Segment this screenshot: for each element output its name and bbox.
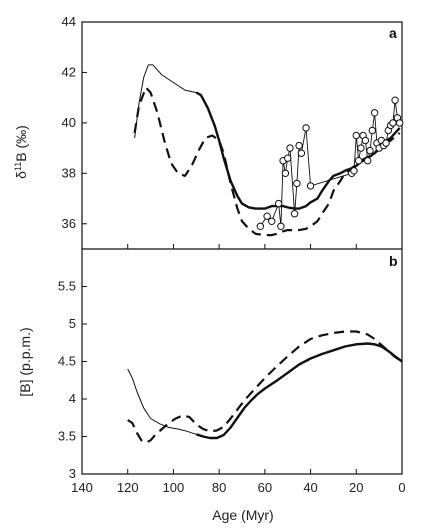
panel-b-dashed-line — [127, 330, 403, 444]
panel-a-data-point — [286, 144, 294, 152]
panel-a-solid-line-thin — [134, 64, 202, 139]
panel-a-data-point — [290, 210, 299, 218]
panel-a-data-point — [274, 199, 283, 208]
panel-a-data-point — [268, 217, 276, 226]
panel-a-y-tick-label: 44 — [62, 14, 76, 29]
panel-a-data-point — [350, 167, 358, 175]
panel-b-y-tick-label: 3.5 — [58, 429, 76, 444]
chart-marks: 36 38 40 42 44 3 3.5 4 4.5 5 5.5 140 120 100 80 60 40 20 0 — [58, 14, 406, 495]
panel-a-data-point — [306, 182, 315, 190]
panel-a-data-point — [364, 157, 372, 165]
panel-a-data-point — [396, 119, 404, 127]
panel-a-data-point — [391, 96, 399, 104]
panel-a-data-point — [382, 139, 390, 147]
panel-a-letter: a — [389, 25, 397, 41]
plot-frame — [81, 21, 403, 475]
x-tick-label: 20 — [349, 480, 363, 495]
panel-a-data-point — [352, 131, 360, 140]
x-tick-label: 60 — [258, 480, 272, 495]
x-axis-title: Age (Myr) — [212, 507, 273, 523]
panel-a-data-point — [295, 141, 303, 150]
panel-a-data-point — [284, 154, 292, 162]
panel-b-solid-line-thin — [127, 368, 197, 435]
panel-b-y-axis-title: [B] (p.p.m.) — [17, 327, 33, 396]
panel-a-y-tick-label: 38 — [62, 165, 76, 180]
panel-a-data-point — [302, 124, 310, 132]
panel-b-y-tick-label: 3 — [69, 466, 76, 481]
panel-a-data-point — [297, 149, 306, 157]
panel-b-solid-line-thick — [195, 342, 403, 440]
x-tick-label: 100 — [163, 480, 185, 495]
panel-a-data-point — [354, 157, 363, 165]
panel-a-data-point — [277, 222, 285, 231]
panel-b-y-tick-label: 5 — [69, 316, 76, 331]
panel-a-y-tick-label: 36 — [62, 216, 76, 231]
x-tick-label: 80 — [212, 480, 226, 495]
panel-b-y-tick-label: 5.5 — [58, 279, 76, 294]
panel-b-letter: b — [389, 253, 398, 269]
panel-a-y-tick-label: 42 — [62, 64, 76, 79]
panel-a-y-tick-label: 40 — [62, 115, 76, 130]
panel-b-y-tick-label: 4 — [69, 391, 76, 406]
panel-a-data-point — [368, 126, 376, 135]
panel-a-data-point — [263, 212, 271, 220]
panel-a-data-point — [281, 169, 290, 178]
panel-a-data-point — [366, 146, 374, 155]
panel-b-y-tick-label: 4.5 — [58, 354, 76, 369]
panel-a-data-point — [256, 222, 264, 231]
panel-a-data-point — [293, 179, 301, 188]
x-tick-label: 120 — [117, 480, 139, 495]
panel-a-dashed-line — [133, 86, 401, 237]
x-tick-label: 140 — [71, 480, 93, 495]
panel-a-data-point — [361, 136, 370, 145]
x-tick-label: 0 — [398, 480, 405, 495]
panel-a-y-axis-title: δ11B (‰) — [13, 125, 29, 179]
panel-a-data-point — [370, 109, 379, 117]
panel-a-data-point — [357, 144, 365, 152]
x-tick-label: 40 — [303, 480, 317, 495]
